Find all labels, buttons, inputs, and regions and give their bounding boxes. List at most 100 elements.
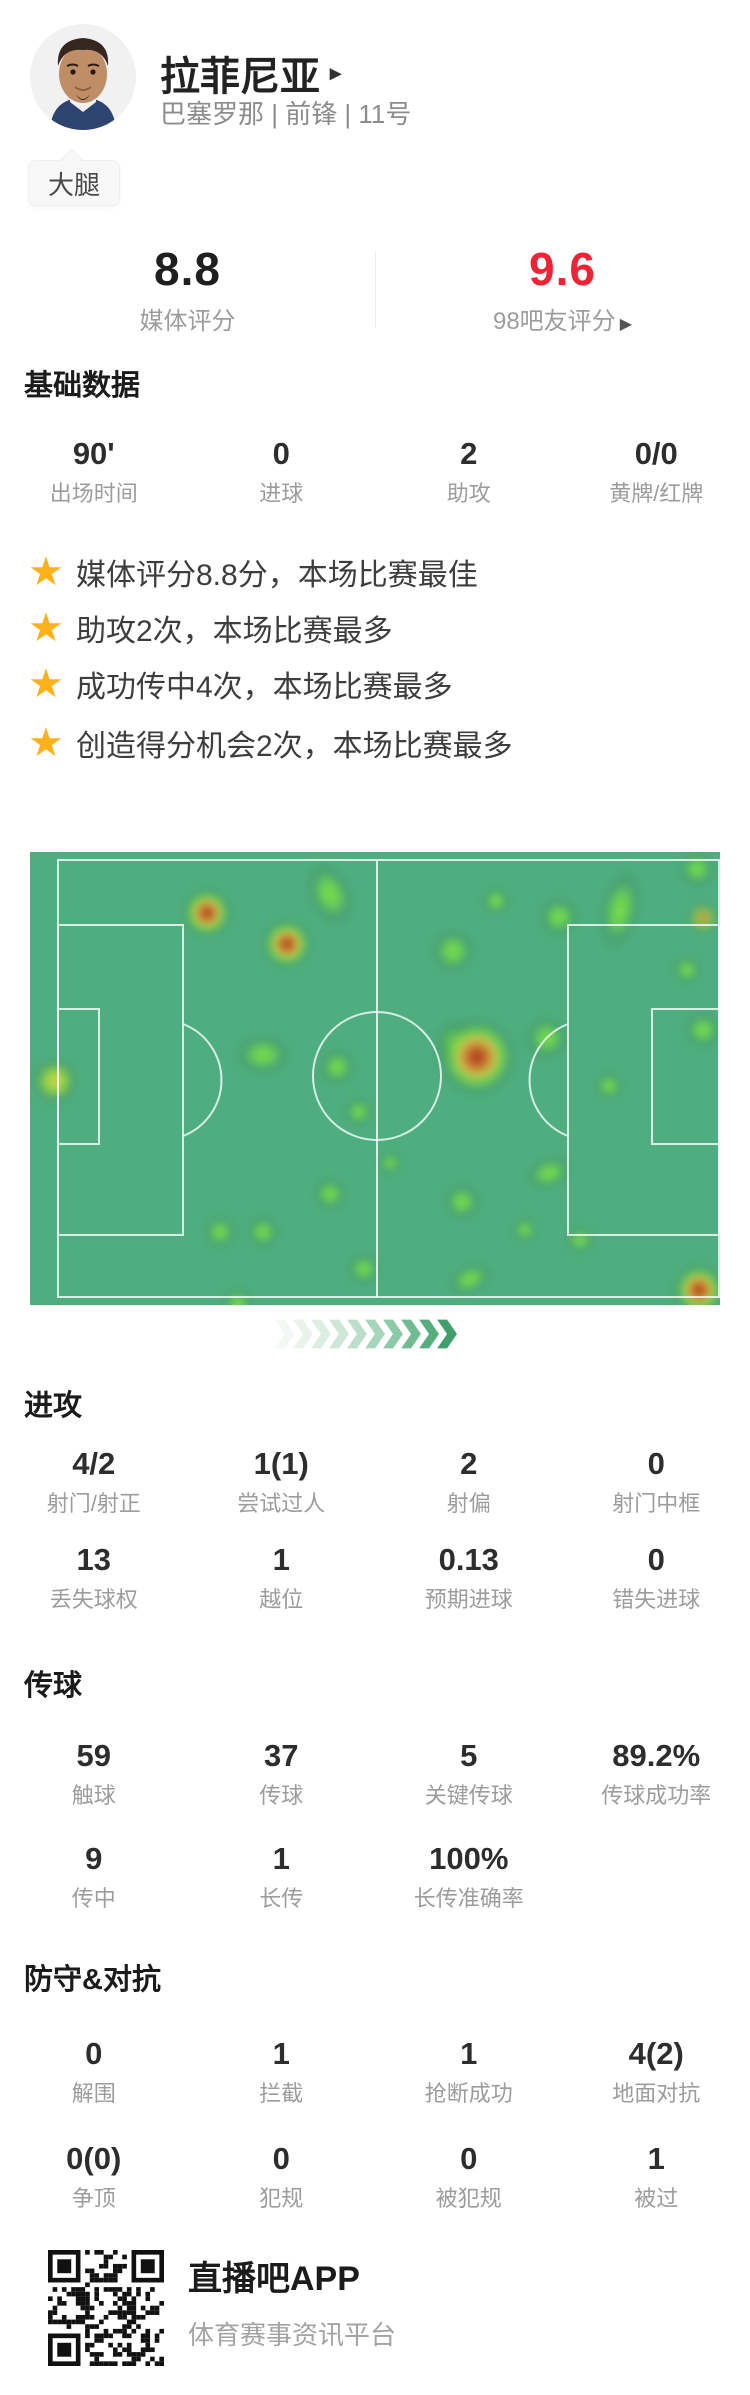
stat-value: 0 (647, 1446, 665, 1481)
stat-dribbled-past: 1 被过 (563, 2143, 750, 2211)
stat-empty (563, 1843, 750, 1911)
highlight-item: ★ 助攻2次，本场比赛最多 (0, 606, 750, 654)
stat-label: 解围 (71, 2081, 116, 2106)
star-icon: ★ (28, 550, 64, 594)
position-heatmap (30, 852, 720, 1305)
stat-label: 越位 (259, 1587, 304, 1612)
stat-assists: 2 助攻 (375, 438, 563, 506)
stat-xg: 0.13 预期进球 (375, 1544, 563, 1612)
stat-label: 关键传球 (424, 1783, 513, 1808)
app-description: 体育赛事资讯平台 (188, 2320, 397, 2350)
stat-value: 37 (264, 1738, 299, 1773)
stat-touches: 59 触球 (0, 1740, 188, 1808)
player-portrait (30, 24, 136, 130)
stat-value: 1 (272, 1841, 290, 1876)
heat-blob (480, 885, 512, 917)
stat-value: 1 (647, 2141, 665, 2176)
stat-value: 2 (460, 436, 478, 471)
heat-blob (233, 1033, 293, 1077)
section-title-passing: 传球 (24, 1670, 83, 1702)
star-icon: ★ (28, 606, 64, 650)
player-name[interactable]: 拉菲尼亚 ▸ (160, 44, 341, 102)
highlight-text: 创造得分机会2次，本场比赛最多 (76, 730, 513, 763)
stat-label: 传球 (259, 1783, 304, 1808)
stat-value: 1 (460, 2036, 478, 2071)
heat-blob (564, 1224, 596, 1256)
stat-long-balls: 1 长传 (188, 1843, 376, 1911)
heat-blob (511, 1216, 539, 1244)
stat-value: 1 (272, 1542, 290, 1577)
player-name-text: 拉菲尼亚 (160, 55, 320, 99)
section-title-defense: 防守&对抗 (24, 1964, 161, 1996)
highlight-text: 助攻2次，本场比赛最多 (76, 615, 393, 648)
stat-ground-duels: 4(2) 地面对抗 (563, 2038, 750, 2106)
ratings-divider (375, 252, 376, 328)
stat-key-passes: 5 关键传球 (375, 1740, 563, 1808)
stat-label: 错失进球 (612, 1587, 701, 1612)
fan-rating[interactable]: 9.6 98吧友评分 ▶ (375, 246, 750, 334)
stat-label: 犯规 (259, 2186, 304, 2211)
stat-shots-off: 2 射偏 (375, 1448, 563, 1516)
stat-value: 90' (72, 436, 115, 471)
stat-label: 预期进球 (424, 1587, 513, 1612)
stat-value: 0 (85, 2036, 103, 2071)
heat-blob (202, 1214, 238, 1250)
attack-row-1: 4/2 射门/射正 1(1) 尝试过人 2 射偏 0 射门中框 (0, 1448, 750, 1516)
heat-blob (343, 1096, 375, 1128)
stat-label: 射偏 (446, 1491, 491, 1516)
stat-minutes: 90' 出场时间 (0, 438, 188, 506)
stat-value: 0/0 (634, 436, 678, 471)
heat-blob (220, 1286, 256, 1305)
heat-blob (312, 1176, 348, 1212)
stat-dribbles: 1(1) 尝试过人 (188, 1448, 376, 1516)
heat-blob (30, 1055, 81, 1107)
stat-label: 地面对抗 (612, 2081, 701, 2106)
defense-row-1: 0 解围 1 拦截 1 抢断成功 4(2) 地面对抗 (0, 2038, 750, 2106)
app-name: 直播吧APP (188, 2260, 360, 2298)
qr-code (48, 2250, 164, 2366)
fan-tag: 大腿 (28, 148, 120, 206)
heat-blob (685, 900, 720, 936)
stat-label: 射门/射正 (46, 1491, 141, 1516)
highlight-text: 成功传中4次，本场比赛最多 (76, 671, 453, 704)
passing-row-2: 9 传中 1 长传 100% 长传准确率 (0, 1843, 750, 1911)
stat-label: 长传 (259, 1886, 304, 1911)
heat-blob (377, 1150, 403, 1176)
heat-blob (683, 1010, 720, 1050)
stat-tackles-won: 1 抢断成功 (375, 2038, 563, 2106)
stat-value: 0 (272, 2141, 290, 2176)
stat-value: 5 (460, 1738, 478, 1773)
stat-goals: 0 进球 (188, 438, 376, 506)
stat-value: 4(2) (628, 2036, 684, 2071)
fan-rating-arrow-icon: ▶ (619, 316, 632, 333)
stat-value: 4/2 (72, 1446, 116, 1481)
ratings-row: 8.8 媒体评分 9.6 98吧友评分 ▶ (0, 246, 750, 334)
player-avatar[interactable] (30, 24, 136, 130)
stat-value: 59 (76, 1738, 111, 1773)
stat-passes: 37 传球 (188, 1740, 376, 1808)
stat-label: 传球成功率 (601, 1783, 712, 1808)
highlight-text: 媒体评分8.8分，本场比赛最佳 (76, 559, 478, 592)
stat-interceptions: 1 拦截 (188, 2038, 376, 2106)
stat-value: 100% (429, 1841, 509, 1876)
stat-missed-chances: 0 错失进球 (563, 1544, 750, 1612)
stat-value: 0 (647, 1542, 665, 1577)
fan-tag-label: 大腿 (47, 169, 100, 200)
stat-pass-accuracy: 89.2% 传球成功率 (563, 1740, 750, 1808)
heat-blob (180, 886, 234, 940)
stat-label: 拦截 (259, 2081, 304, 2106)
stat-value: 1 (272, 2036, 290, 2071)
stat-value: 0.13 (438, 1542, 499, 1577)
heat-blob (245, 1214, 281, 1250)
heat-blob (671, 954, 703, 986)
fan-rating-value: 9.6 (529, 243, 596, 295)
heat-blob (317, 1047, 357, 1087)
stat-value: 13 (76, 1542, 111, 1577)
stat-label: 助攻 (446, 481, 491, 506)
stat-value: 1(1) (253, 1446, 309, 1481)
fan-rating-label: 98吧友评分 ▶ (375, 310, 750, 334)
section-title-attack: 进攻 (24, 1390, 83, 1422)
stat-offsides: 1 越位 (188, 1544, 376, 1612)
highlight-item: ★ 创造得分机会2次，本场比赛最多 (0, 721, 750, 769)
basic-stats-row: 90' 出场时间 0 进球 2 助攻 0/0 黄牌/红牌 (0, 438, 750, 506)
